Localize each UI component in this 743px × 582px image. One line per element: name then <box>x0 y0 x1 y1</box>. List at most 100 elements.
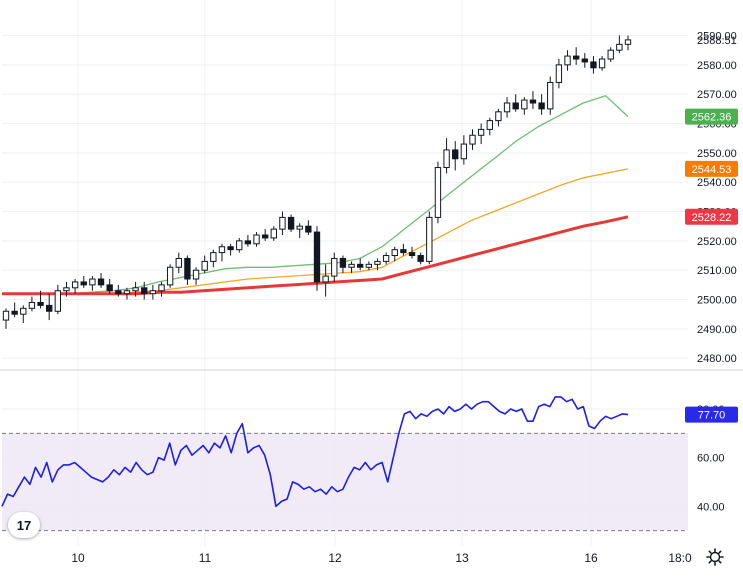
candle-body <box>598 58 606 69</box>
candle <box>391 246 398 262</box>
candle-body <box>348 263 355 268</box>
candle <box>149 284 157 300</box>
candle <box>192 267 200 285</box>
price-badge-bg <box>685 108 738 125</box>
price-tick-label: 2588.51 <box>697 35 737 47</box>
candle-body <box>11 310 18 315</box>
candle-body <box>261 234 269 239</box>
candle-body <box>71 281 79 289</box>
candle <box>417 252 424 265</box>
candle <box>590 56 597 74</box>
candle <box>210 249 217 268</box>
candle-body <box>581 58 588 63</box>
candle-body <box>192 269 200 280</box>
rsi-indicator <box>1 396 629 508</box>
candle-body <box>123 290 131 295</box>
candle-body <box>590 61 597 69</box>
candle <box>11 302 18 318</box>
price-badge-label: 2562.36 <box>692 112 732 124</box>
tradingview-logo-icon[interactable]: 17 <box>8 512 40 538</box>
settings-gear-icon[interactable] <box>706 548 724 566</box>
candle-body <box>287 216 295 230</box>
candle <box>141 281 148 300</box>
candle-body <box>322 275 329 283</box>
candle <box>572 47 580 65</box>
price-tick-label: 2540.00 <box>697 177 737 189</box>
time-tick-label: 12 <box>328 551 342 565</box>
candle <box>452 141 459 171</box>
candle <box>2 308 10 329</box>
price-badge-bg <box>685 160 738 177</box>
candle-body <box>20 307 27 315</box>
candle <box>547 76 554 115</box>
candle <box>357 258 364 271</box>
candle <box>28 296 36 312</box>
candle-body <box>443 149 450 169</box>
candle-body <box>512 102 519 110</box>
price-badge-bg <box>685 208 738 225</box>
candle-body <box>218 246 226 254</box>
candle <box>495 108 502 127</box>
candle <box>201 255 208 274</box>
price-tick-label: 2480.00 <box>697 353 737 365</box>
price-tick-label: 2500.00 <box>697 295 737 307</box>
candle <box>54 284 62 315</box>
candle-body <box>607 49 614 60</box>
candle-body <box>175 257 182 268</box>
price-tick-label: 2580.00 <box>697 60 737 72</box>
candle-body <box>80 281 87 286</box>
price-tick-label: 2520.00 <box>697 236 737 248</box>
candle-body <box>400 249 407 254</box>
price-axis[interactable]: 2480.002490.002500.002510.002520.002530.… <box>697 31 737 366</box>
candle-body <box>495 111 502 122</box>
candle-body <box>339 257 347 268</box>
candle-body <box>46 304 53 312</box>
time-tick-label: 18:0 <box>668 551 692 565</box>
candle <box>184 255 191 285</box>
candle <box>529 91 537 109</box>
price-tick-label: 2550.00 <box>697 148 737 160</box>
candle <box>382 252 390 265</box>
candle <box>71 279 79 294</box>
candle <box>46 293 53 321</box>
candle <box>132 281 139 297</box>
candle-body <box>555 64 563 83</box>
candle-body <box>106 284 113 292</box>
time-axis[interactable]: 10 11 12 13 16 18:0 <box>71 551 692 565</box>
candle-body <box>469 134 476 145</box>
candle <box>89 276 96 291</box>
candle <box>158 281 165 297</box>
candle <box>348 261 355 274</box>
candle <box>80 276 87 288</box>
candle <box>512 94 519 112</box>
candle-body <box>452 149 459 160</box>
candle <box>175 252 182 274</box>
candle-body <box>270 228 277 239</box>
candle <box>339 255 347 274</box>
candle <box>616 35 623 54</box>
candle-body <box>616 43 623 51</box>
rsi-tick-label: 40.00 <box>697 501 725 513</box>
candle-body <box>210 252 217 262</box>
candle <box>581 53 588 68</box>
candle-body <box>132 287 139 292</box>
candle <box>426 211 433 265</box>
candle <box>624 35 632 51</box>
price-badge-label: 2544.53 <box>692 164 732 176</box>
price-tick-label: 2490.00 <box>697 324 737 336</box>
candle <box>270 226 277 241</box>
candle <box>63 281 70 297</box>
rsi-line <box>1 396 629 508</box>
candle-body <box>477 128 485 136</box>
candle-body <box>486 120 493 130</box>
candle <box>538 94 545 115</box>
candle <box>37 290 44 309</box>
candle-body <box>529 99 537 104</box>
candle <box>400 243 407 256</box>
candle-body <box>227 246 234 251</box>
price-badge: 2528.22 <box>685 208 738 225</box>
price-badge-label: 2528.22 <box>692 212 732 224</box>
candle-body <box>426 216 433 262</box>
candle-body <box>184 257 191 280</box>
